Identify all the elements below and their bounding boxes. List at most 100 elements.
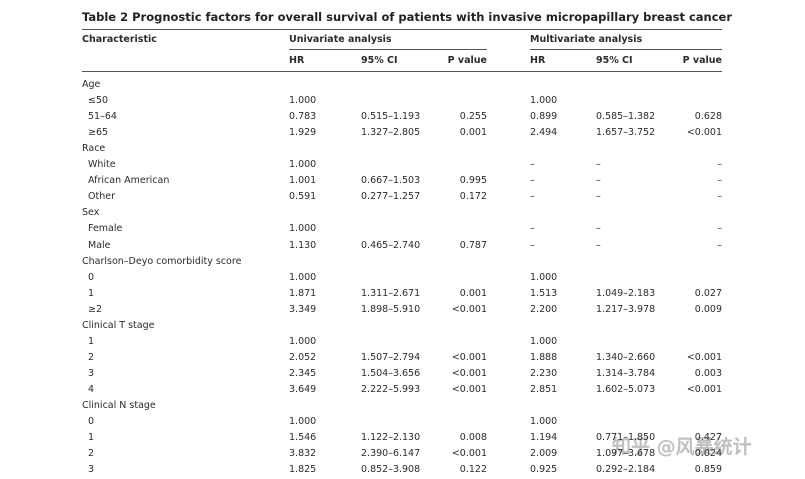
cell: 0.009 xyxy=(694,303,722,315)
cell: 1.340–2.660 xyxy=(596,351,656,363)
cell: 2.390–6.147 xyxy=(361,448,421,460)
cell: – xyxy=(717,191,722,203)
sub-header: 95% CI xyxy=(596,55,633,66)
cell: <0.001 xyxy=(451,351,487,363)
cell: 1.000 xyxy=(289,271,317,283)
cell: 2.200 xyxy=(530,303,558,315)
cell: – xyxy=(717,223,722,235)
cell: 0.771–1.850 xyxy=(596,432,656,444)
cell: – xyxy=(717,175,722,187)
row-label: ≤50 xyxy=(88,95,109,107)
cell: 1.000 xyxy=(289,223,317,235)
cell: <0.001 xyxy=(451,303,487,315)
row-label: 3 xyxy=(88,464,95,476)
cell: – xyxy=(530,175,535,187)
cell: 1.000 xyxy=(289,335,317,347)
cell: 1.000 xyxy=(530,271,558,283)
cell: 1.000 xyxy=(289,416,317,428)
cell: 1.327–2.805 xyxy=(361,127,421,139)
cell: – xyxy=(530,239,535,251)
rule xyxy=(82,71,722,72)
cell: 0.899 xyxy=(530,111,558,123)
cell: 1.000 xyxy=(530,95,558,107)
cell: 1.657–3.752 xyxy=(596,127,656,139)
sub-header: HR xyxy=(530,55,546,66)
row-label: African American xyxy=(88,175,170,187)
row-label: 2 xyxy=(88,351,95,363)
row-label: 0 xyxy=(88,271,95,283)
row-label: Other xyxy=(88,191,115,203)
row-label: Male xyxy=(88,239,111,251)
cell: 1.825 xyxy=(289,464,317,476)
cell: – xyxy=(530,223,535,235)
row-label: 3 xyxy=(88,367,95,379)
cell: 2.052 xyxy=(289,351,317,363)
rule xyxy=(82,29,722,30)
cell: 1.504–3.656 xyxy=(361,367,421,379)
cell: 1.602–5.073 xyxy=(596,383,656,395)
cell: – xyxy=(596,223,601,235)
cell: 1.217–3.978 xyxy=(596,303,656,315)
watermark: 知乎 @风暴统计 xyxy=(612,436,752,458)
cell: 0.024 xyxy=(694,448,722,460)
row-label: 0 xyxy=(88,416,95,428)
cell: 1.000 xyxy=(530,335,558,347)
sub-header: HR xyxy=(289,55,305,66)
cell: 2.345 xyxy=(289,367,317,379)
table-title: Table 2 Prognostic factors for overall s… xyxy=(82,10,733,24)
cell: 1.130 xyxy=(289,239,317,251)
cell: 1.929 xyxy=(289,127,317,139)
cell: 0.001 xyxy=(459,287,487,299)
column-header: Univariate analysis xyxy=(289,34,392,45)
row-label: ≥65 xyxy=(88,127,109,139)
group-label: Charlson–Deyo comorbidity score xyxy=(82,255,242,267)
cell: 1.898–5.910 xyxy=(361,303,421,315)
cell: – xyxy=(530,191,535,203)
cell: 1.001 xyxy=(289,175,317,187)
cell: 0.667–1.503 xyxy=(361,175,421,187)
cell: – xyxy=(717,239,722,251)
cell: 0.787 xyxy=(459,239,487,251)
cell: 0.001 xyxy=(459,127,487,139)
cell: 0.172 xyxy=(459,191,487,203)
row-label: Female xyxy=(88,223,123,235)
cell: – xyxy=(596,175,601,187)
cell: – xyxy=(530,159,535,171)
cell: – xyxy=(596,191,601,203)
cell: 2.009 xyxy=(530,448,558,460)
cell: 2.494 xyxy=(530,127,558,139)
cell: 1.122–2.130 xyxy=(361,432,421,444)
cell: 1.000 xyxy=(289,95,317,107)
group-label: Clinical T stage xyxy=(82,319,155,331)
row-label: 1 xyxy=(88,335,95,347)
cell: 0.515–1.193 xyxy=(361,111,421,123)
cell: 0.859 xyxy=(694,464,722,476)
cell: 0.427 xyxy=(694,432,722,444)
cell: 0.255 xyxy=(459,111,487,123)
group-label: Age xyxy=(82,79,101,90)
row-label: White xyxy=(88,159,116,171)
cell: 1.871 xyxy=(289,287,317,299)
cell: <0.001 xyxy=(451,383,487,395)
rule xyxy=(289,49,487,50)
cell: 0.628 xyxy=(694,111,722,123)
cell: 2.851 xyxy=(530,383,558,395)
group-label: Race xyxy=(82,143,106,155)
cell: – xyxy=(596,239,601,251)
cell: 0.122 xyxy=(459,464,487,476)
cell: <0.001 xyxy=(686,383,722,395)
group-label: Clinical N stage xyxy=(82,400,156,411)
cell: 1.000 xyxy=(530,416,558,428)
cell: 0.292–2.184 xyxy=(596,464,656,476)
cell: 0.277–1.257 xyxy=(361,191,421,203)
cell: 0.585–1.382 xyxy=(596,111,656,123)
cell: 0.465–2.740 xyxy=(361,239,421,251)
cell: <0.001 xyxy=(451,448,487,460)
cell: 1.097–3.678 xyxy=(596,448,656,460)
cell: 1.513 xyxy=(530,287,558,299)
cell: 1.507–2.794 xyxy=(361,351,421,363)
column-header: Multivariate analysis xyxy=(530,34,643,45)
sub-header: P value xyxy=(682,55,722,66)
row-label: 51–64 xyxy=(88,111,117,123)
